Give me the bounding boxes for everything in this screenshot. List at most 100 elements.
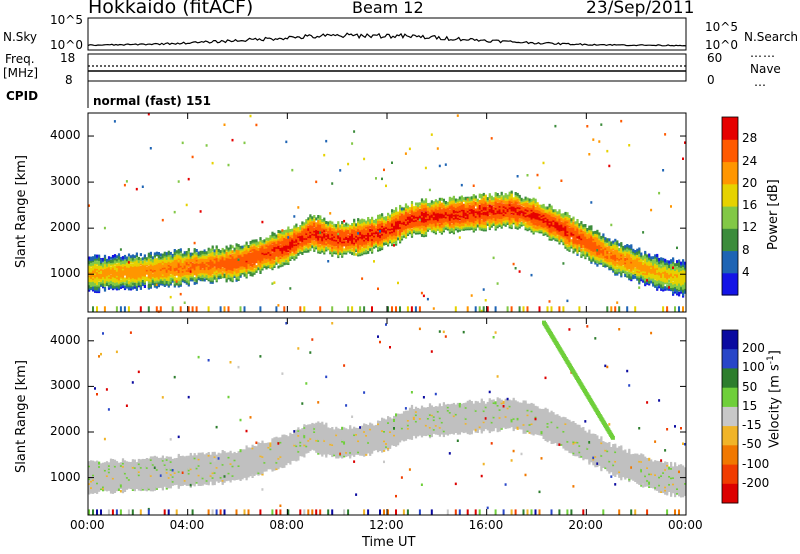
power-pixel bbox=[125, 280, 129, 284]
power-pixel bbox=[422, 213, 426, 217]
power-pixel bbox=[227, 247, 230, 251]
power-pixel bbox=[395, 233, 398, 236]
power-pixel bbox=[199, 263, 202, 267]
power-pixel bbox=[145, 276, 148, 280]
power-pixel bbox=[406, 218, 410, 222]
power-pixel bbox=[189, 259, 192, 262]
power-pixel bbox=[540, 227, 543, 231]
power-pixel bbox=[393, 238, 396, 242]
power-pixel bbox=[385, 184, 387, 188]
power-pixel bbox=[98, 288, 101, 292]
power-pixel bbox=[205, 273, 208, 277]
power-pixel bbox=[554, 209, 557, 213]
power-pixel bbox=[325, 238, 328, 242]
power-pixel bbox=[476, 201, 479, 205]
power-pixel bbox=[488, 223, 491, 227]
power-pixel bbox=[259, 258, 262, 262]
power-pixel bbox=[371, 231, 374, 235]
power-pixel bbox=[430, 211, 433, 215]
power-pixel bbox=[255, 242, 258, 246]
power-pixel bbox=[217, 252, 220, 256]
power-pixel bbox=[389, 221, 392, 224]
power-pixel bbox=[542, 205, 545, 209]
power-pixel bbox=[219, 261, 222, 265]
power-pixel bbox=[444, 218, 447, 222]
power-pixel bbox=[125, 259, 129, 263]
power-pixel bbox=[105, 278, 109, 282]
power-pixel bbox=[191, 257, 194, 261]
power-pixel bbox=[291, 244, 294, 248]
power-pixel bbox=[474, 197, 477, 201]
power-pixel bbox=[135, 267, 138, 270]
power-pixel bbox=[532, 217, 535, 220]
power-pixel bbox=[530, 206, 533, 210]
power-pixel bbox=[504, 206, 507, 209]
power-pixel bbox=[309, 215, 312, 219]
power-pixel bbox=[522, 202, 525, 205]
power-pixel bbox=[484, 226, 487, 230]
power-pixel bbox=[225, 256, 228, 260]
power-pixel bbox=[187, 262, 190, 266]
power-pixel bbox=[255, 257, 258, 260]
power-pixel bbox=[450, 207, 453, 211]
power-pixel bbox=[185, 254, 188, 258]
power-pixel bbox=[518, 220, 521, 224]
power-pixel bbox=[542, 218, 545, 222]
power-pixel bbox=[538, 230, 541, 234]
power-pixel bbox=[273, 255, 276, 259]
power-pixel bbox=[275, 252, 278, 256]
power-pixel bbox=[273, 281, 276, 284]
power-pixel bbox=[476, 221, 479, 225]
power-pixel bbox=[375, 239, 378, 243]
power-pixel bbox=[229, 259, 232, 263]
power-pixel bbox=[211, 271, 214, 275]
power-pixel bbox=[217, 271, 220, 275]
power-pixel bbox=[235, 272, 238, 276]
power-pixel bbox=[100, 275, 103, 279]
power-pixel bbox=[339, 248, 342, 252]
power-pixel bbox=[359, 225, 362, 229]
power-pixel bbox=[528, 198, 531, 202]
power-pixel bbox=[377, 222, 380, 226]
power-pixel bbox=[466, 227, 469, 231]
power-pixel bbox=[520, 202, 523, 206]
power-pixel bbox=[516, 205, 519, 209]
power-pixel bbox=[243, 272, 246, 276]
power-pixel bbox=[185, 252, 188, 256]
power-pixel bbox=[103, 262, 107, 266]
power-pixel bbox=[508, 214, 511, 218]
power-pixel bbox=[291, 233, 294, 237]
power-pixel bbox=[333, 243, 336, 247]
power-pixel bbox=[478, 227, 481, 231]
power-pixel bbox=[542, 232, 545, 236]
power-pixel bbox=[448, 224, 451, 228]
power-pixel bbox=[96, 283, 99, 287]
power-pixel bbox=[424, 230, 428, 234]
power-pixel bbox=[133, 268, 136, 272]
power-pixel bbox=[171, 279, 174, 283]
power-pixel bbox=[253, 255, 256, 259]
power-pixel bbox=[285, 229, 288, 233]
power-pixel bbox=[542, 229, 545, 233]
power-pixel bbox=[466, 211, 469, 215]
power-pixel bbox=[406, 223, 410, 227]
power-pixel bbox=[540, 216, 543, 219]
power-pixel bbox=[277, 236, 280, 240]
power-pixel bbox=[115, 255, 119, 259]
power-pixel bbox=[293, 246, 296, 250]
power-pixel bbox=[514, 225, 517, 229]
power-pixel bbox=[189, 273, 192, 277]
power-pixel bbox=[468, 217, 471, 221]
power-pixel bbox=[163, 264, 166, 268]
power-pixel bbox=[263, 258, 266, 262]
power-pixel bbox=[149, 259, 152, 263]
power-pixel bbox=[323, 249, 326, 253]
power-pixel bbox=[325, 237, 328, 241]
power-pixel bbox=[249, 260, 252, 264]
power-pixel bbox=[426, 214, 430, 218]
power-pixel bbox=[486, 198, 489, 202]
power-pixel bbox=[438, 202, 441, 206]
power-pixel bbox=[446, 217, 449, 221]
power-pixel bbox=[424, 216, 428, 219]
power-pixel bbox=[273, 234, 276, 238]
